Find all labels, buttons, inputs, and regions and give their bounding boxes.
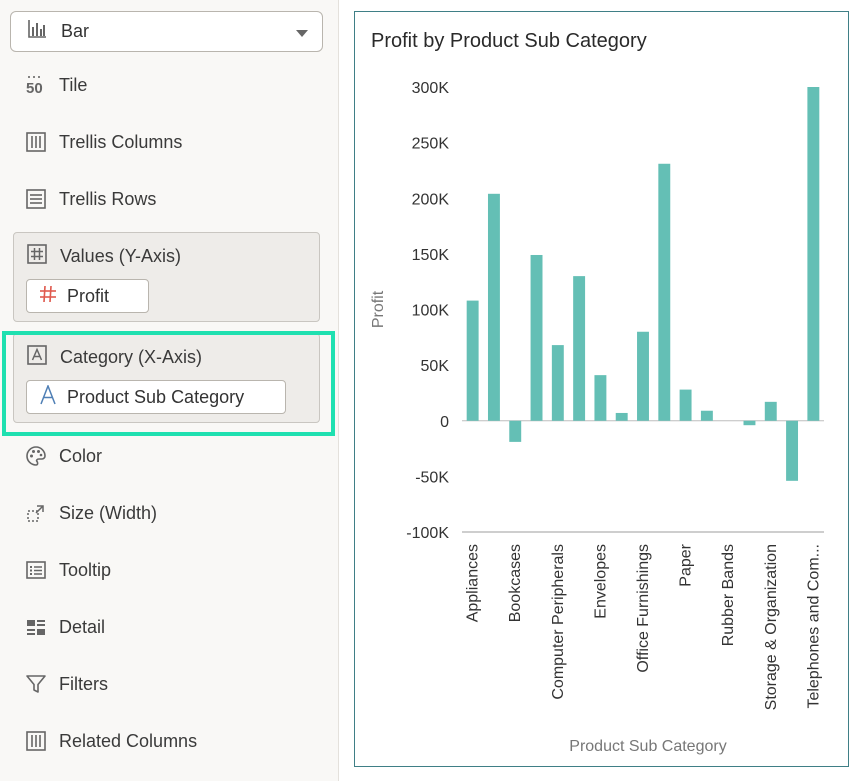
category-x-axis-well[interactable]: Category (X-Axis) Product Sub Category bbox=[13, 333, 320, 423]
profit-pill-label: Profit bbox=[67, 285, 110, 306]
x-axis-title: Product Sub Category bbox=[569, 738, 726, 755]
values-y-axis-well[interactable]: Values (Y-Axis) Profit bbox=[13, 232, 320, 322]
chart-type-dropdown[interactable]: Bar bbox=[10, 11, 323, 52]
chart-type-label: Bar bbox=[61, 21, 90, 41]
bar[interactable] bbox=[743, 420, 756, 426]
x-tick-label: Storage & Organization bbox=[763, 544, 780, 710]
y-tick-label: -100K bbox=[406, 525, 449, 542]
tile-50-icon: 50 bbox=[25, 74, 47, 96]
x-tick-label: Rubber Bands bbox=[720, 544, 737, 646]
y-axis-title: Profit bbox=[370, 290, 387, 328]
size-width-label: Size (Width) bbox=[59, 502, 158, 523]
bar[interactable] bbox=[700, 410, 713, 421]
tile-drop-target[interactable]: 50 Tile bbox=[25, 71, 87, 99]
x-tick-label: Bookcases bbox=[507, 544, 524, 622]
detail-icon bbox=[25, 616, 47, 638]
y-tick-label: 100K bbox=[412, 303, 450, 320]
values-y-axis-label: Values (Y-Axis) bbox=[60, 246, 182, 266]
trellis-columns-label: Trellis Columns bbox=[59, 131, 183, 152]
rows-icon bbox=[25, 188, 47, 210]
trellis-rows-label: Trellis Rows bbox=[59, 188, 157, 209]
bar[interactable] bbox=[786, 420, 799, 481]
grammar-panel: Bar 50 Tile Trellis Columns Trellis Rows… bbox=[0, 0, 339, 781]
x-tick-label: Telephones and Com... bbox=[805, 544, 822, 709]
x-tick-label: Office Furnishings bbox=[635, 544, 652, 673]
svg-text:50: 50 bbox=[26, 80, 43, 96]
columns-icon bbox=[25, 730, 47, 752]
text-a-icon bbox=[39, 383, 57, 410]
bar[interactable] bbox=[807, 87, 820, 421]
bar[interactable] bbox=[573, 276, 586, 421]
hash-icon bbox=[39, 285, 57, 308]
filters-label: Filters bbox=[59, 673, 108, 694]
category-x-axis-label: Category (X-Axis) bbox=[60, 347, 203, 367]
bar[interactable] bbox=[764, 401, 777, 421]
bar[interactable] bbox=[551, 345, 564, 421]
trellis-rows-drop-target[interactable]: Trellis Rows bbox=[25, 185, 156, 213]
palette-icon bbox=[25, 445, 47, 467]
bar[interactable] bbox=[509, 420, 522, 442]
x-tick-label: Paper bbox=[678, 543, 695, 586]
color-label: Color bbox=[59, 445, 103, 466]
trellis-columns-drop-target[interactable]: Trellis Columns bbox=[25, 128, 182, 156]
x-tick-label: Appliances bbox=[465, 544, 482, 622]
filters-drop-target[interactable]: Filters bbox=[25, 670, 108, 698]
funnel-icon bbox=[25, 673, 47, 695]
bar[interactable] bbox=[487, 193, 500, 421]
bar[interactable] bbox=[615, 412, 628, 421]
x-tick-label: Envelopes bbox=[592, 544, 609, 619]
product-sub-category-pill[interactable]: Product Sub Category bbox=[26, 380, 286, 414]
x-tick-label: Computer Peripherals bbox=[550, 544, 567, 700]
columns-icon bbox=[25, 131, 47, 153]
y-tick-label: 50K bbox=[421, 358, 450, 375]
chart-title: Profit by Product Sub Category bbox=[371, 30, 647, 52]
detail-label: Detail bbox=[59, 616, 106, 637]
color-drop-target[interactable]: Color bbox=[25, 442, 102, 470]
y-tick-label: 300K bbox=[412, 80, 450, 97]
detail-drop-target[interactable]: Detail bbox=[25, 613, 105, 641]
chart-canvas[interactable]: Profit by Product Sub Category 300K 250K 2… bbox=[354, 11, 849, 767]
bar[interactable] bbox=[679, 389, 692, 421]
profit-pill[interactable]: Profit bbox=[26, 279, 149, 313]
y-tick-label: 200K bbox=[412, 191, 450, 208]
bar[interactable] bbox=[466, 300, 479, 421]
chevron-down-icon[interactable] bbox=[296, 30, 308, 37]
y-tick-label: 150K bbox=[412, 247, 450, 264]
product-sub-category-pill-label: Product Sub Category bbox=[67, 386, 245, 407]
text-a-icon bbox=[26, 344, 48, 371]
resize-icon bbox=[25, 502, 47, 524]
y-tick-label: 0 bbox=[440, 414, 449, 431]
related-columns-label: Related Columns bbox=[59, 730, 198, 751]
bar-chart-icon bbox=[27, 19, 47, 44]
tooltip-drop-target[interactable]: Tooltip bbox=[25, 556, 111, 584]
hash-icon bbox=[26, 243, 48, 270]
bar[interactable] bbox=[594, 375, 607, 421]
tooltip-label: Tooltip bbox=[59, 559, 112, 580]
tooltip-list-icon bbox=[25, 559, 47, 581]
y-tick-label: -50K bbox=[415, 469, 449, 486]
y-tick-label: 250K bbox=[412, 136, 450, 153]
size-width-drop-target[interactable]: Size (Width) bbox=[25, 499, 157, 527]
bar[interactable] bbox=[658, 163, 671, 421]
related-columns-drop-target[interactable]: Related Columns bbox=[25, 727, 197, 755]
bar-chart[interactable]: 300K 250K 200K 150K 100K 50K 0 -50K -100K Applian… bbox=[355, 12, 848, 766]
tile-label: Tile bbox=[59, 74, 88, 95]
bar[interactable] bbox=[637, 331, 649, 421]
bar[interactable] bbox=[530, 254, 543, 421]
